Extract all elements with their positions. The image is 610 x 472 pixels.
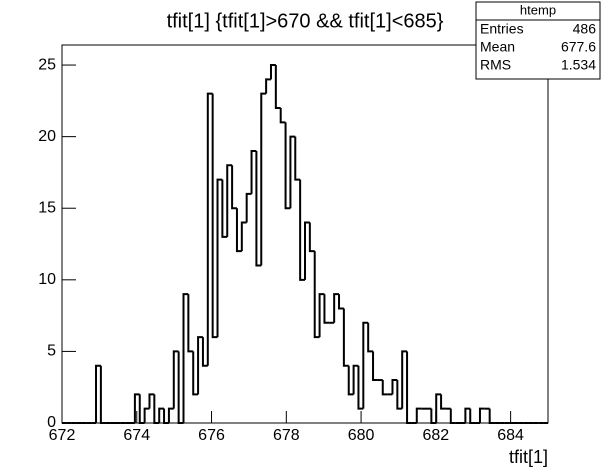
x-axis-label: tfit[1] bbox=[509, 447, 548, 467]
histogram-bin bbox=[163, 408, 169, 424]
histogram-bin bbox=[153, 394, 160, 424]
histogram-bin bbox=[99, 365, 106, 424]
histogram-bin bbox=[367, 322, 374, 353]
y-tick-label: 15 bbox=[38, 199, 56, 216]
histogram-bin bbox=[308, 222, 315, 253]
histogram-bin bbox=[192, 351, 199, 396]
histogram-bin bbox=[406, 351, 412, 424]
histogram-bin bbox=[284, 122, 291, 210]
plot-frame bbox=[61, 44, 549, 424]
histogram-bin bbox=[226, 164, 233, 237]
histogram-bin bbox=[478, 407, 485, 423]
histogram-bin bbox=[265, 78, 271, 94]
histogram-bin bbox=[167, 407, 174, 423]
histogram-bin bbox=[148, 393, 155, 409]
histogram-bin bbox=[289, 135, 296, 209]
histogram-bin bbox=[347, 365, 354, 396]
histogram-bin bbox=[245, 192, 252, 223]
histogram-bin bbox=[274, 65, 281, 109]
histogram-bin bbox=[318, 293, 325, 338]
stats-label: Mean bbox=[480, 39, 515, 55]
histogram-bin bbox=[464, 407, 471, 423]
histogram-bin bbox=[352, 364, 359, 395]
histogram-bin bbox=[440, 394, 446, 410]
stats-label: Entries bbox=[480, 21, 524, 37]
stats-box: htemp Entries 486 Mean 677.6 RMS 1.534 bbox=[475, 1, 601, 80]
stats-value: 1.534 bbox=[561, 57, 596, 73]
histogram-bin bbox=[255, 150, 262, 267]
histogram-bin bbox=[206, 92, 213, 366]
x-tick-label: 680 bbox=[348, 427, 375, 444]
histogram-bin bbox=[430, 408, 437, 424]
histogram-bin bbox=[323, 294, 330, 324]
histogram-bin bbox=[299, 179, 305, 281]
x-tick-label: 678 bbox=[273, 427, 300, 444]
histogram-bin bbox=[235, 208, 242, 253]
chart-title: tfit[1] {tfit[1]>670 && tfit[1]<685} bbox=[167, 10, 444, 32]
histogram-bin bbox=[362, 321, 369, 409]
histogram-bin bbox=[279, 108, 286, 124]
histogram-bin bbox=[201, 337, 208, 367]
histogram-bin bbox=[338, 294, 344, 310]
stats-frame bbox=[475, 1, 601, 80]
histogram-bin bbox=[197, 336, 203, 395]
x-tick-label: 676 bbox=[198, 427, 225, 444]
histogram-bin bbox=[294, 136, 301, 181]
stats-label: RMS bbox=[480, 57, 511, 73]
histogram-bin bbox=[401, 350, 408, 409]
histogram-bin bbox=[250, 149, 257, 194]
y-tick-label: 20 bbox=[38, 128, 56, 145]
x-tick-label: 672 bbox=[49, 427, 76, 444]
histogram-bin bbox=[221, 179, 228, 238]
histogram-bin bbox=[391, 379, 398, 395]
histogram-bin bbox=[143, 407, 150, 423]
histogram-bin bbox=[488, 408, 495, 424]
histogram-bin bbox=[216, 178, 223, 338]
histogram-bin bbox=[172, 350, 179, 409]
histogram-bin bbox=[95, 364, 101, 423]
histogram-bin bbox=[313, 251, 320, 339]
y-tick-label: 10 bbox=[38, 271, 56, 288]
histogram-bin bbox=[449, 408, 456, 424]
x-tick-label: 674 bbox=[123, 427, 150, 444]
histogram-bin bbox=[469, 408, 476, 424]
y-tick-label: 25 bbox=[38, 56, 56, 73]
histogram-bin bbox=[177, 351, 184, 424]
histogram-bin bbox=[342, 308, 349, 367]
histogram-bin bbox=[357, 365, 364, 410]
histogram-bin bbox=[381, 380, 388, 396]
histogram-bin bbox=[415, 407, 422, 423]
histogram-bin bbox=[333, 293, 340, 323]
histogram-bin bbox=[240, 221, 247, 252]
histogram-bin bbox=[231, 165, 237, 210]
histogram-bin bbox=[211, 93, 218, 339]
histogram-bin bbox=[138, 394, 145, 424]
stats-value: 486 bbox=[573, 21, 597, 37]
histogram-bin bbox=[435, 393, 442, 423]
x-tick-label: 684 bbox=[497, 427, 524, 444]
histogram-bin bbox=[396, 380, 403, 410]
histogram-bin bbox=[269, 64, 276, 80]
stats-title: htemp bbox=[520, 2, 556, 17]
histogram-bin bbox=[133, 393, 140, 423]
y-tick-label: 5 bbox=[47, 343, 56, 360]
stats-value: 677.6 bbox=[561, 39, 596, 55]
histogram-bin bbox=[182, 293, 189, 423]
y-tick-label: 0 bbox=[47, 414, 56, 431]
x-tick-label: 682 bbox=[422, 427, 449, 444]
histogram-bin bbox=[260, 92, 267, 266]
histogram-bin bbox=[372, 351, 378, 382]
histogram-bin bbox=[187, 294, 194, 353]
histogram-bin bbox=[158, 407, 165, 423]
histogram-bin bbox=[304, 221, 310, 280]
